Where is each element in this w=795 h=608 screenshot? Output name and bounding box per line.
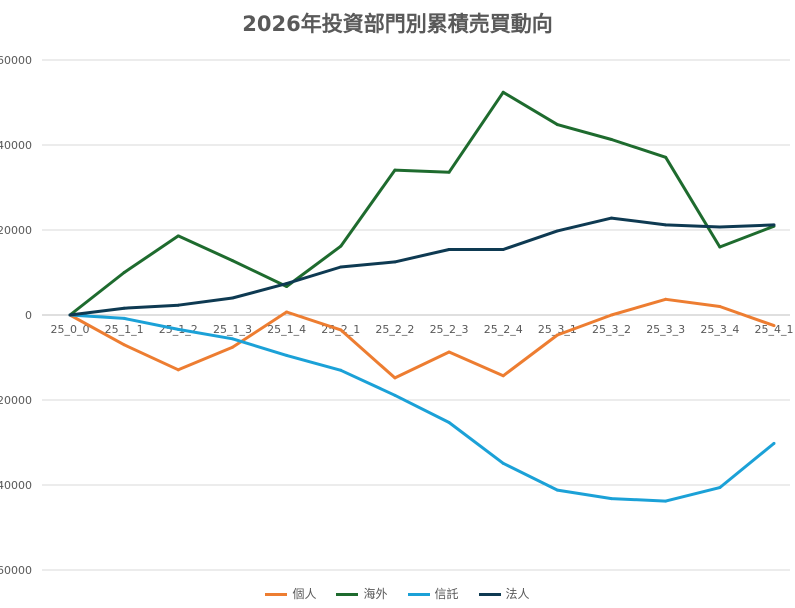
data-point <box>718 225 722 229</box>
y-tick-label: 40000 <box>0 479 32 492</box>
x-tick-label: 25_3_4 <box>700 323 739 336</box>
data-point <box>610 313 614 317</box>
data-point <box>230 345 234 349</box>
y-tick-label: 20000 <box>0 224 32 237</box>
data-point <box>772 324 776 328</box>
chart-title: 2026年投資部門別累積売買動向 <box>242 12 553 36</box>
data-point <box>555 123 559 127</box>
legend-swatch <box>407 593 430 596</box>
series-個人 <box>68 297 776 380</box>
data-point <box>772 441 776 445</box>
data-point <box>501 374 505 378</box>
x-tick-label: 25_3_2 <box>592 323 631 336</box>
data-point <box>393 168 397 172</box>
legend-item: 個人 <box>265 585 316 602</box>
data-point <box>285 282 289 286</box>
x-tick-label: 25_3_3 <box>646 323 685 336</box>
y-tick-label: 60000 <box>0 564 32 577</box>
legend-item: 海外 <box>336 585 388 602</box>
legend-item: 信託 <box>407 585 459 602</box>
x-tick-label: 25_2_2 <box>375 323 414 336</box>
data-point <box>447 350 451 354</box>
data-point <box>664 297 668 301</box>
series-line <box>69 297 775 380</box>
data-point <box>555 333 559 337</box>
legend-item: 法人 <box>478 585 530 602</box>
data-point <box>122 343 126 347</box>
legend-label: 信託 <box>434 587 459 601</box>
legend-swatch <box>336 593 359 596</box>
data-point <box>447 421 451 425</box>
series-法人 <box>68 216 776 317</box>
legend-label: 海外 <box>363 587 388 601</box>
data-point <box>176 234 180 238</box>
x-tick-label: 25_1_3 <box>213 323 252 336</box>
data-point <box>664 499 668 503</box>
legend-swatch <box>265 593 288 596</box>
data-point <box>285 353 289 357</box>
data-point <box>339 244 343 248</box>
data-point <box>664 155 668 159</box>
data-point <box>718 305 722 308</box>
series-line <box>69 90 775 317</box>
data-point <box>122 306 126 310</box>
legend: 個人 海外 信託 法人 <box>0 585 795 602</box>
data-point <box>176 327 180 331</box>
legend-swatch <box>478 593 501 596</box>
data-point <box>230 337 234 341</box>
data-point <box>718 245 722 249</box>
x-tick-label: 25_0_0 <box>51 323 90 336</box>
y-tick-label: 60000 <box>0 54 32 67</box>
data-point <box>718 486 722 490</box>
x-tick-label: 25_1_4 <box>267 323 306 336</box>
x-tick-label: 25_1_1 <box>105 323 144 336</box>
series-line <box>69 313 775 503</box>
legend-label: 法人 <box>505 587 530 601</box>
data-point <box>610 137 614 141</box>
data-point <box>230 259 234 263</box>
data-point <box>772 223 776 227</box>
data-point <box>285 285 289 289</box>
series-海外 <box>68 90 776 317</box>
data-point <box>339 368 343 372</box>
data-point <box>68 313 72 317</box>
data-point <box>447 170 451 174</box>
data-point <box>610 216 614 220</box>
data-point <box>664 223 668 227</box>
data-point <box>501 248 505 252</box>
data-point <box>339 265 343 269</box>
data-point <box>501 90 505 94</box>
legend-label: 個人 <box>292 587 317 601</box>
data-point <box>393 393 397 397</box>
data-point <box>339 328 343 332</box>
data-point <box>610 497 614 501</box>
data-point <box>122 316 126 320</box>
y-tick-label: 0 <box>25 309 32 322</box>
data-point <box>555 488 559 492</box>
data-point <box>555 229 559 233</box>
data-point <box>393 260 397 264</box>
series-line <box>69 216 775 317</box>
data-point <box>501 461 505 465</box>
y-tick-label: 20000 <box>0 394 32 407</box>
x-tick-label: 25_4_1 <box>755 323 794 336</box>
data-point <box>230 296 234 300</box>
y-tick-label: 40000 <box>0 139 32 152</box>
series-信託 <box>68 313 776 503</box>
x-tick-label: 25_2_4 <box>484 323 523 336</box>
data-point <box>393 376 397 380</box>
data-point <box>176 368 180 372</box>
data-point <box>285 310 289 314</box>
data-point <box>447 248 451 252</box>
x-tick-label: 25_2_3 <box>430 323 469 336</box>
data-point <box>122 271 126 274</box>
data-point <box>176 303 180 307</box>
